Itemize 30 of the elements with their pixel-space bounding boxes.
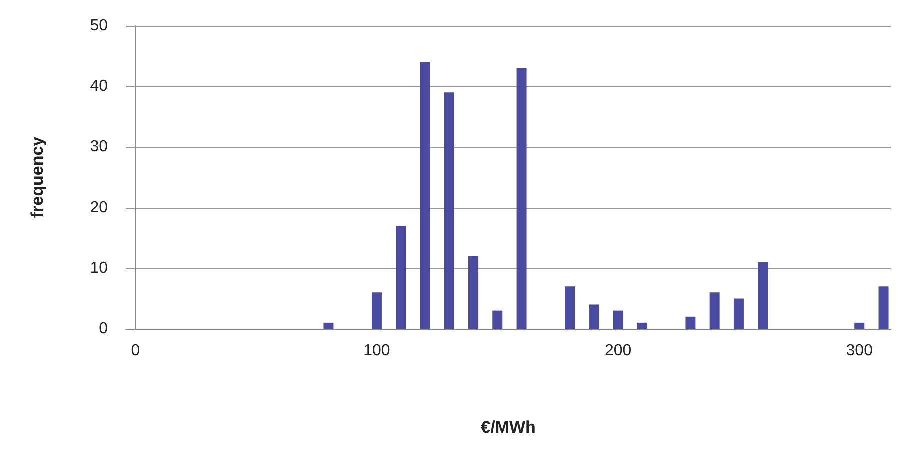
bar: [372, 292, 382, 329]
bar: [492, 310, 503, 329]
y-tick-label: 40: [90, 78, 108, 96]
y-axis-title: frequency: [28, 136, 47, 218]
bar: [613, 310, 624, 329]
bar: [637, 322, 648, 329]
bar: [734, 298, 744, 329]
y-tick-label: 20: [90, 199, 108, 216]
y-tick-label: 50: [90, 18, 108, 34]
bar: [420, 62, 430, 329]
bar: [589, 304, 600, 329]
bar: [396, 226, 406, 329]
bar: [686, 316, 696, 329]
bar: [565, 286, 576, 329]
bar: [710, 292, 720, 329]
bar: [878, 286, 889, 329]
y-tick-label: 30: [90, 138, 108, 156]
x-tick-label: 200: [604, 342, 632, 360]
y-tick-label: 0: [99, 320, 108, 338]
bar: [444, 92, 454, 329]
bar: [854, 322, 865, 329]
bar: [324, 322, 334, 329]
bar: [758, 262, 768, 329]
bar: [516, 68, 527, 329]
bar: [468, 256, 479, 329]
y-tick-label: 10: [90, 260, 108, 277]
x-tick-label: 300: [846, 342, 874, 360]
x-tick-label: 0: [131, 342, 140, 360]
x-tick-label: 100: [364, 342, 390, 360]
x-axis-title: €/MWh: [481, 418, 536, 437]
